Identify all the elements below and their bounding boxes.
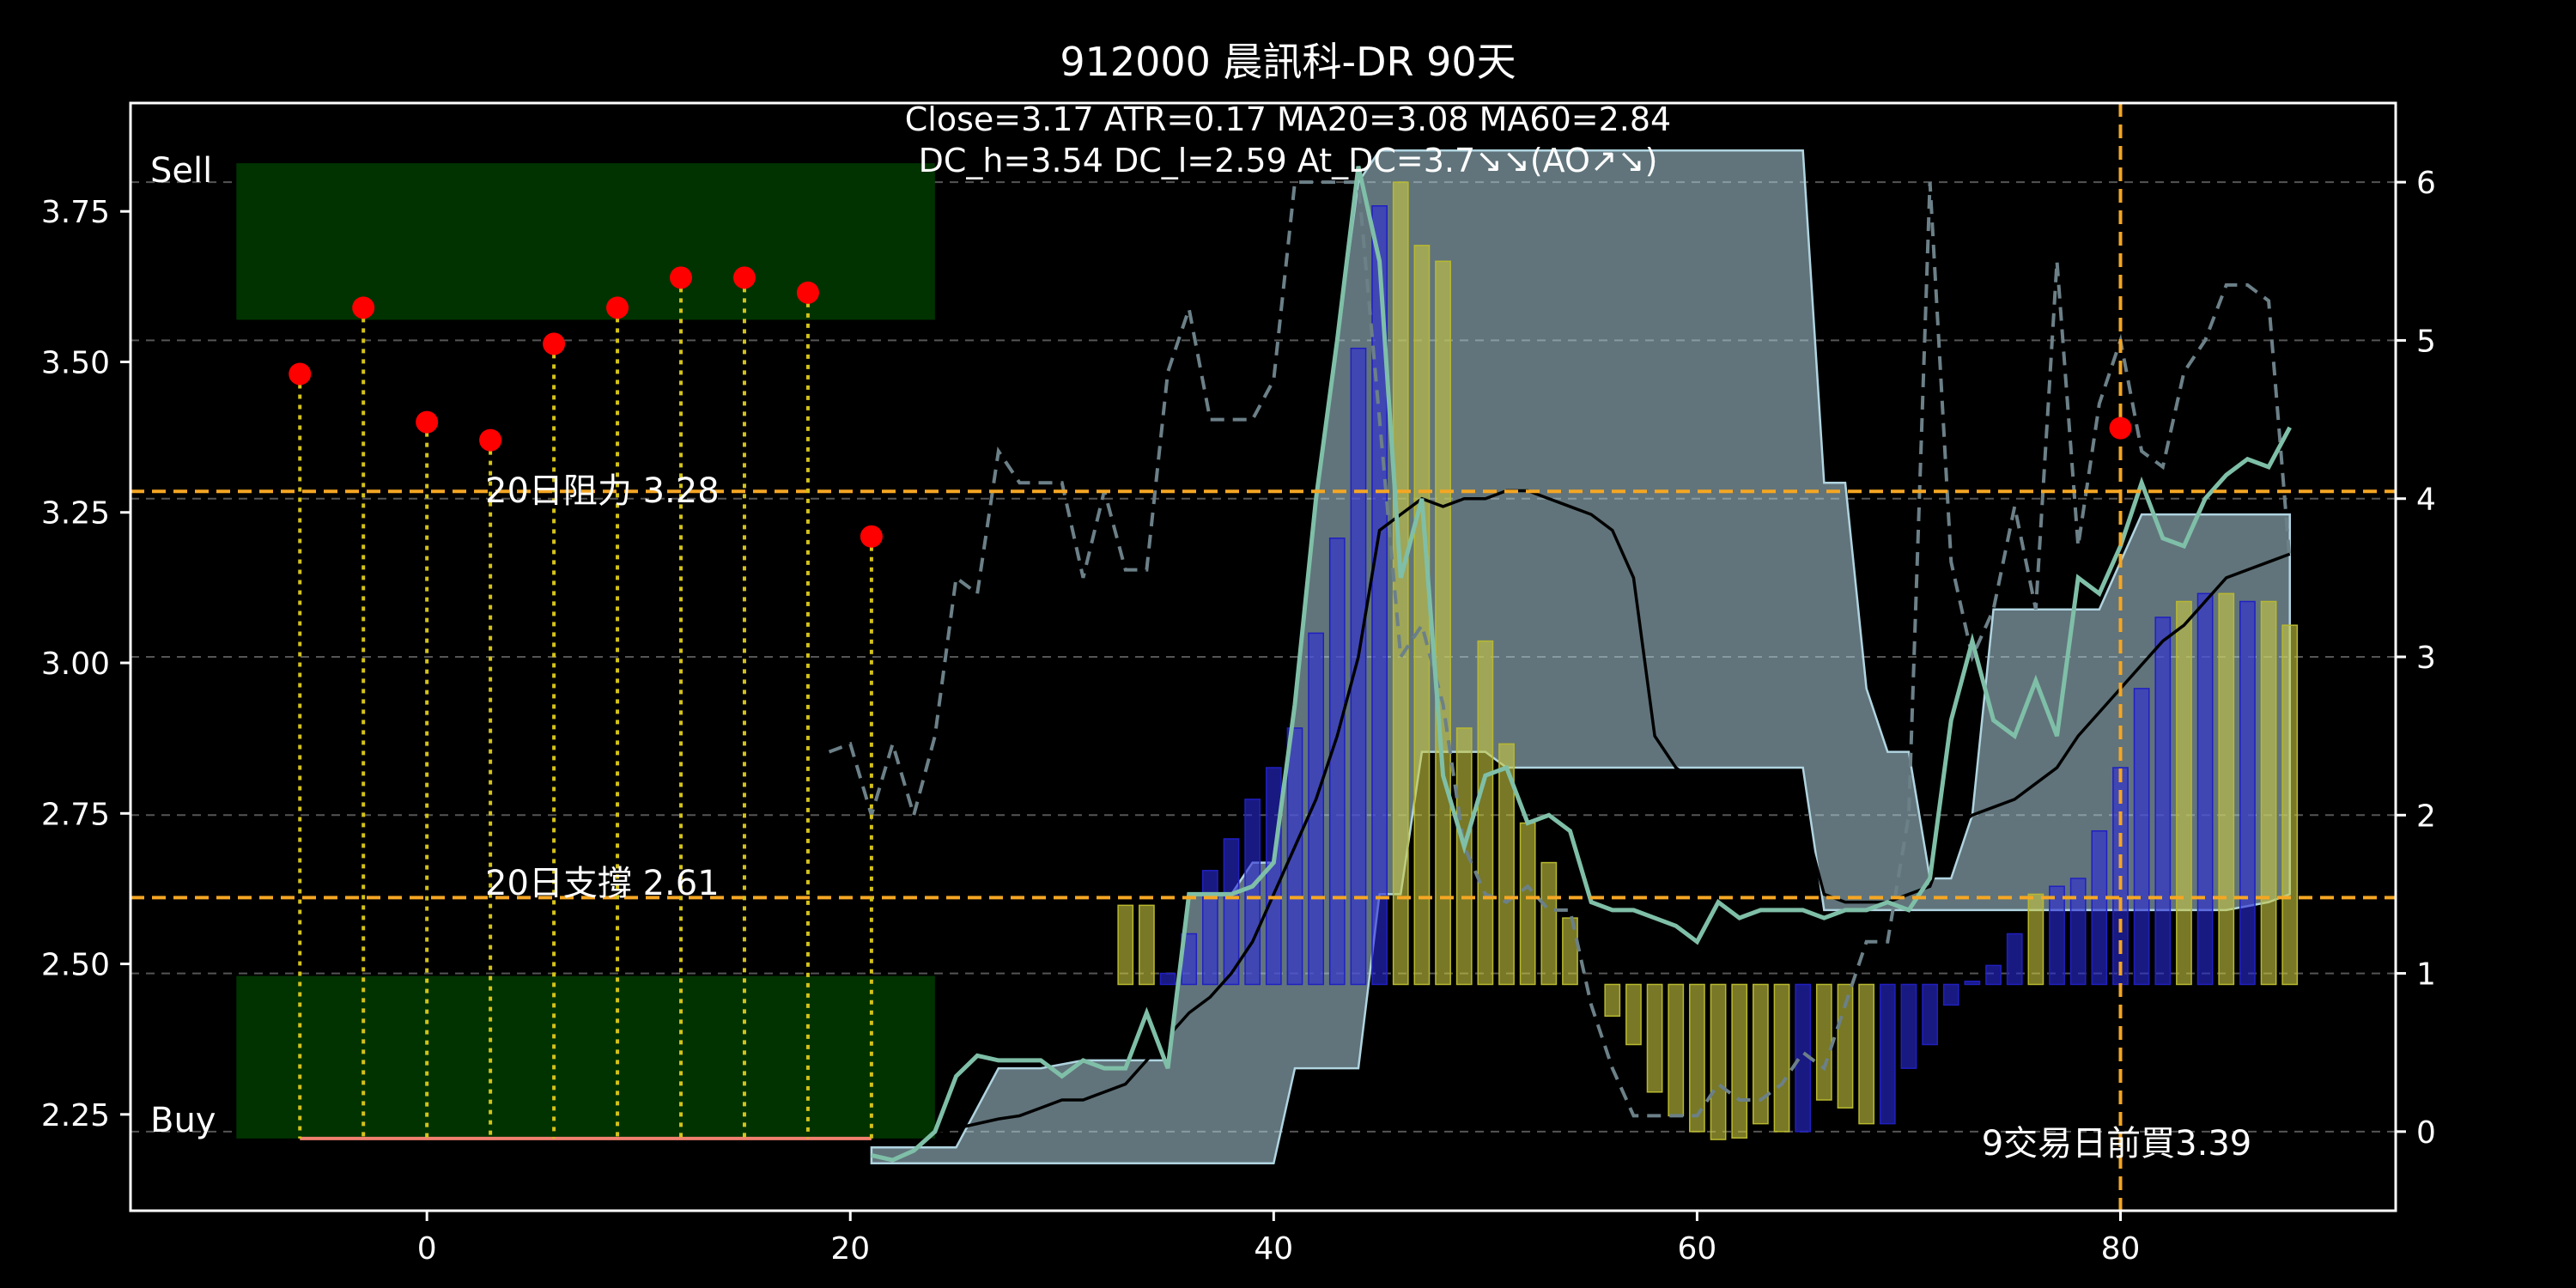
histogram-bar bbox=[2218, 592, 2235, 986]
y-tick-label: 3.75 bbox=[41, 195, 110, 230]
buy-zone bbox=[236, 975, 935, 1139]
y2-tick-label: 0 bbox=[2416, 1115, 2436, 1151]
histogram-bar bbox=[1117, 904, 1134, 986]
histogram-bar bbox=[2027, 893, 2044, 986]
histogram-bar bbox=[1413, 245, 1431, 986]
histogram-bar bbox=[1731, 983, 1748, 1139]
histogram-bar bbox=[2196, 592, 2214, 986]
histogram-bar bbox=[1625, 983, 1642, 1046]
histogram-bar bbox=[1689, 983, 1705, 1133]
histogram-bar bbox=[2176, 600, 2192, 986]
histogram-bar bbox=[2049, 885, 2065, 986]
buy-zone-label: Buy bbox=[150, 1101, 216, 1140]
histogram-bar bbox=[1540, 861, 1558, 986]
histogram-bar bbox=[1773, 983, 1790, 1133]
signal-point bbox=[670, 266, 693, 289]
histogram-bar bbox=[2133, 688, 2150, 986]
histogram-bar bbox=[1964, 981, 1981, 986]
histogram-bar bbox=[1498, 743, 1515, 986]
signal-point bbox=[860, 525, 883, 548]
histogram-bar bbox=[1223, 838, 1240, 986]
y2-tick-label: 4 bbox=[2416, 483, 2436, 518]
sell-zone-label: Sell bbox=[150, 151, 212, 191]
y-tick-label: 3.50 bbox=[41, 345, 110, 380]
histogram-bar bbox=[1265, 767, 1282, 986]
y2-tick-label: 3 bbox=[2416, 641, 2436, 676]
histogram-bar bbox=[1879, 983, 1896, 1125]
signal-point bbox=[416, 410, 439, 434]
histogram-bar bbox=[1562, 917, 1578, 986]
close-price-line bbox=[871, 166, 2292, 1163]
histogram-bar bbox=[1646, 983, 1663, 1093]
histogram-bar bbox=[1159, 972, 1176, 986]
histogram-bar bbox=[2091, 829, 2108, 986]
signal-point bbox=[543, 332, 566, 355]
buy-note-label: 9交易日前買3.39 bbox=[1982, 1124, 2252, 1163]
signal-point bbox=[796, 281, 819, 304]
histogram-bar bbox=[1201, 870, 1218, 986]
histogram-bar bbox=[1519, 822, 1536, 986]
y-tick-label: 2.75 bbox=[41, 797, 110, 832]
histogram-bar bbox=[2281, 624, 2299, 986]
chart-title: 912000 晨訊科-DR 90天 bbox=[1060, 39, 1516, 85]
y-tick-label: 2.25 bbox=[41, 1098, 110, 1133]
signal-point bbox=[2109, 416, 2132, 440]
histogram-bar bbox=[1668, 983, 1685, 1117]
signal-point bbox=[479, 428, 502, 452]
y-tick-label: 2.50 bbox=[41, 948, 110, 983]
signal-point bbox=[606, 296, 629, 319]
x-tick-label: 40 bbox=[1254, 1231, 1293, 1267]
histogram-bar bbox=[1139, 904, 1155, 986]
histogram-bar bbox=[1435, 260, 1451, 986]
support-level-label: 20日支撐 2.61 bbox=[485, 864, 720, 903]
y2-tick-label: 1 bbox=[2416, 957, 2436, 993]
histogram-bar bbox=[1815, 983, 1832, 1101]
histogram-bar bbox=[1328, 538, 1346, 986]
histogram-bar bbox=[2239, 600, 2256, 986]
signal-point bbox=[732, 266, 756, 289]
y-tick-label: 3.25 bbox=[41, 496, 110, 532]
oscillator-line bbox=[828, 180, 2292, 1118]
histogram-bar bbox=[2260, 600, 2277, 986]
histogram-bar bbox=[1710, 983, 1727, 1140]
histogram-bar bbox=[1985, 964, 2002, 986]
x-tick-label: 20 bbox=[830, 1231, 870, 1267]
signal-point bbox=[352, 296, 375, 319]
chart-subtitle-line-1: Close=3.17 ATR=0.17 MA20=3.08 MA60=2.84 bbox=[905, 100, 1671, 138]
histogram-bar bbox=[1392, 181, 1409, 986]
plot-area: 0 20 40 60 80 2.25 2.50 2.75 3.00 3.25 3.50 3.75 0 1 2… bbox=[41, 101, 2436, 1267]
histogram-bar bbox=[1752, 983, 1769, 1125]
histogram-bar bbox=[1455, 727, 1473, 986]
x-tick-label: 80 bbox=[2101, 1231, 2141, 1267]
histogram-bar bbox=[1858, 983, 1875, 1125]
histogram-bar bbox=[1350, 347, 1367, 986]
histogram-bar bbox=[1604, 983, 1621, 1018]
y2-tick-label: 6 bbox=[2416, 166, 2436, 201]
y-tick-label: 3.00 bbox=[41, 647, 110, 682]
histogram-bar bbox=[1371, 205, 1388, 986]
histogram-bar bbox=[1900, 983, 1917, 1069]
histogram-bar bbox=[1477, 640, 1494, 986]
signal-point bbox=[289, 362, 312, 386]
histogram-bar bbox=[1837, 983, 1854, 1109]
x-tick-label: 60 bbox=[1678, 1231, 1717, 1267]
y2-tick-label: 2 bbox=[2416, 799, 2436, 834]
histogram-bar bbox=[1286, 727, 1303, 986]
histogram-bar bbox=[1244, 799, 1261, 986]
histogram-bar bbox=[1942, 983, 1959, 1006]
y2-tick-label: 5 bbox=[2416, 324, 2436, 359]
resistance-level-label: 20日阻力 3.28 bbox=[485, 471, 720, 511]
chart-subtitle-line-2: DC_h=3.54 DC_l=2.59 At_DC=3.7↘↘(AO↗↘) bbox=[919, 142, 1658, 179]
histogram-bar bbox=[1922, 983, 1938, 1046]
x-tick-label: 0 bbox=[417, 1231, 437, 1267]
histogram-bar bbox=[2154, 617, 2172, 986]
histogram-bar bbox=[2006, 933, 2023, 986]
histogram-bar bbox=[2069, 878, 2087, 986]
sell-zone bbox=[236, 163, 935, 320]
